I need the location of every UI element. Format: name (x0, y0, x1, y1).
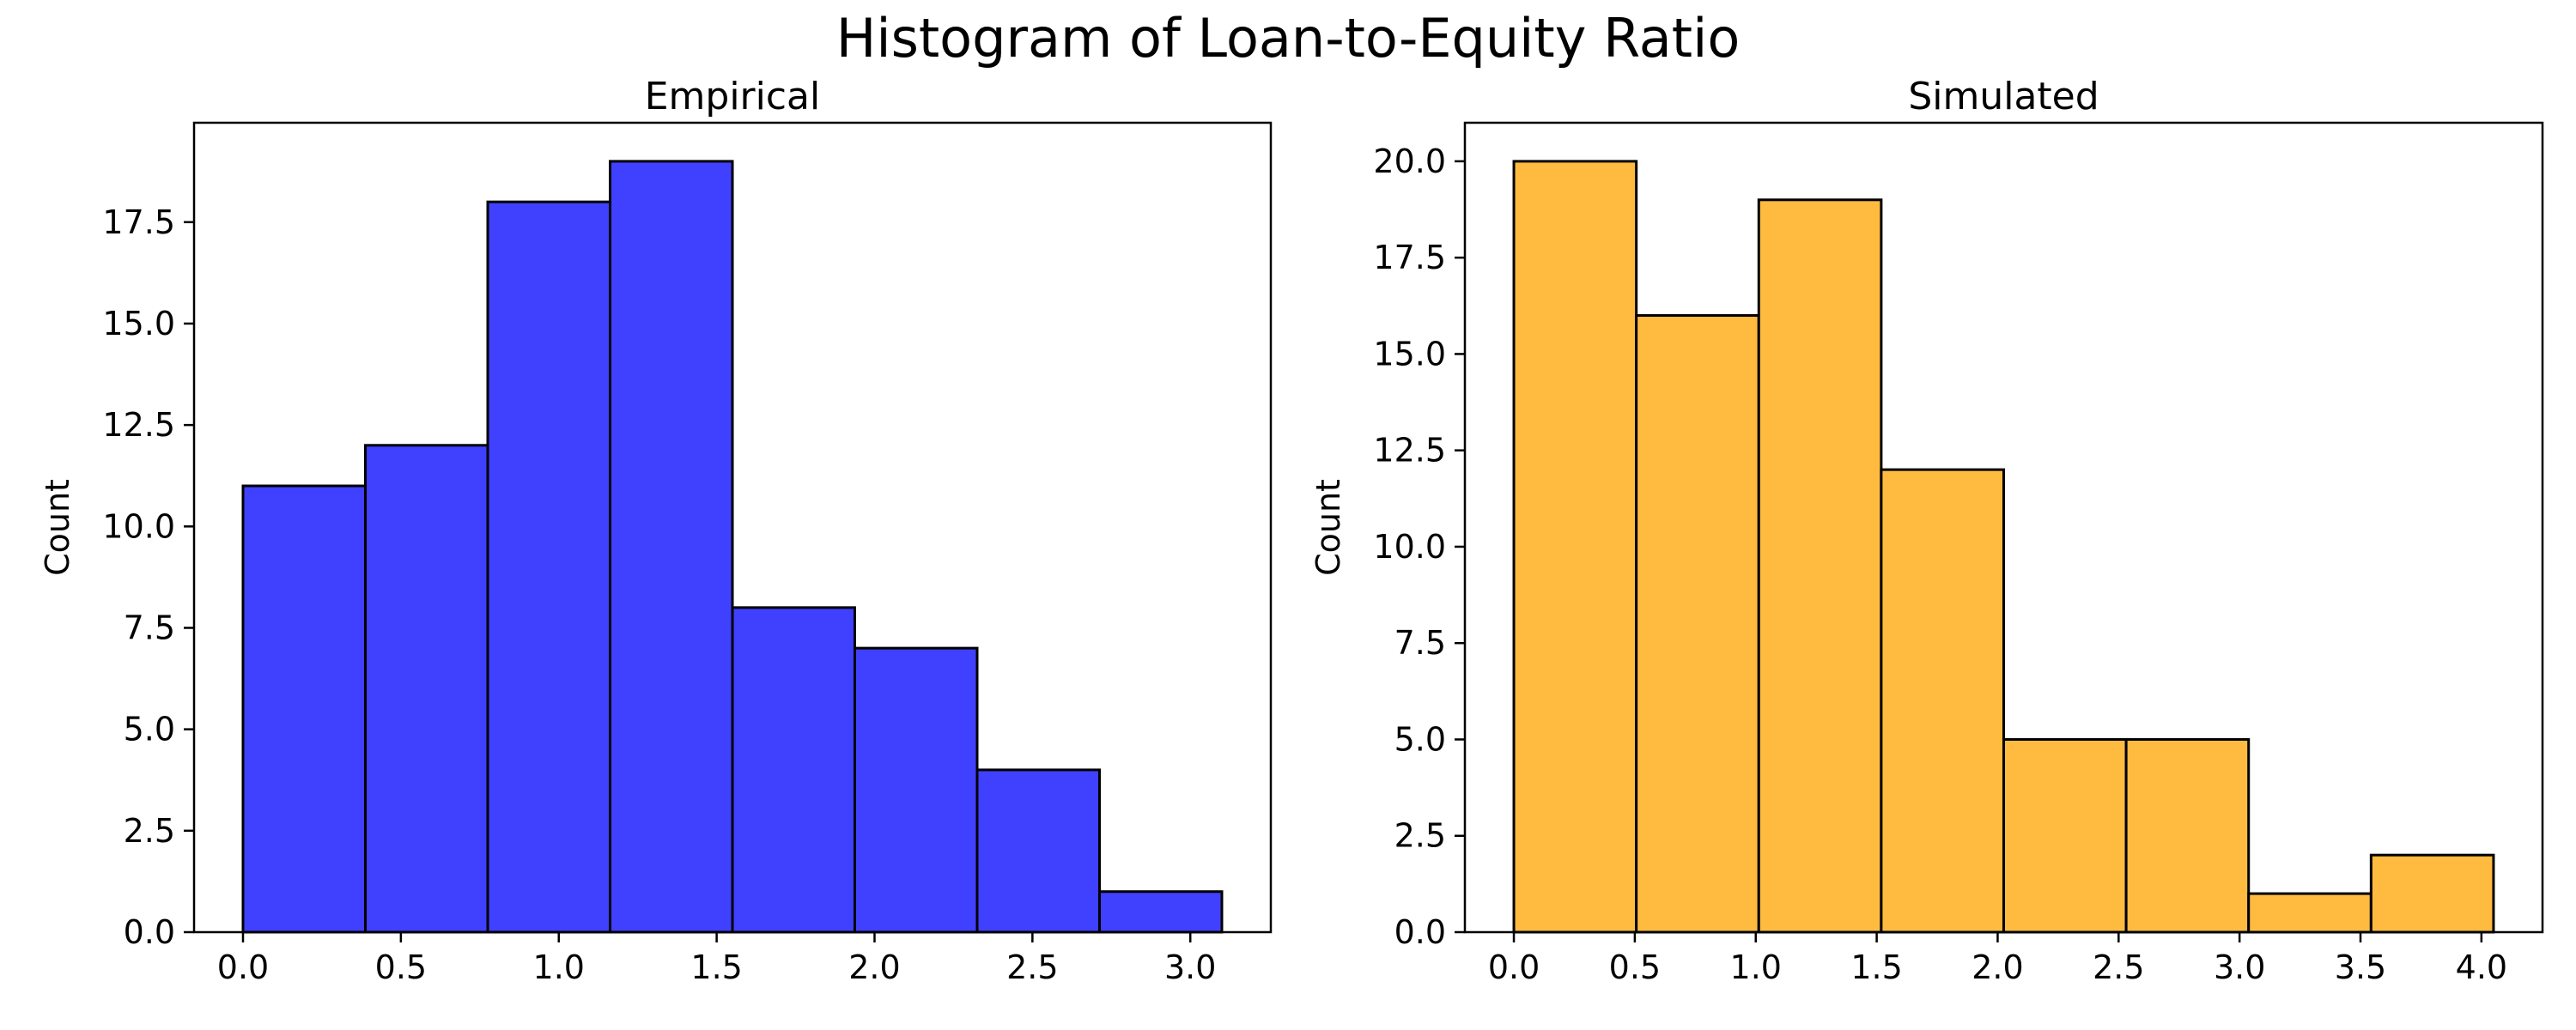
axes-frame (1463, 121, 2544, 934)
figure-title: Histogram of Loan-to-Equity Ratio (835, 7, 1741, 70)
x-tick-label: 0.0 (1488, 948, 1540, 986)
histogram-bar (731, 606, 856, 934)
y-tick-label: 10.0 (1373, 528, 1446, 566)
histogram-bar (364, 444, 489, 934)
y-tick-label: 17.5 (102, 203, 175, 241)
y-tick-label: 17.5 (1373, 239, 1446, 276)
histogram-bar (1635, 314, 1760, 934)
x-tick-label: 4.0 (2456, 948, 2507, 986)
x-tick-label: 1.0 (533, 948, 585, 986)
y-tick-label: 10.0 (102, 507, 175, 545)
x-tick-label: 1.5 (690, 948, 742, 986)
x-tick-label: 2.0 (848, 948, 900, 986)
x-tick-label: 0.0 (217, 948, 269, 986)
histogram-bar (1098, 890, 1224, 934)
x-tick-label: 2.0 (1971, 948, 2023, 986)
histogram-bar (854, 646, 979, 934)
histogram-bar (1757, 198, 1883, 934)
y-tick-label: 12.5 (1373, 432, 1446, 470)
y-tick-label: 20.0 (1373, 142, 1446, 180)
y-tick-label: 0.0 (124, 913, 175, 951)
y-tick-label: 7.5 (1394, 624, 1446, 662)
histogram-bar (2002, 737, 2128, 934)
histogram-bar (1512, 160, 1638, 934)
x-tick-label: 0.5 (375, 948, 427, 986)
histogram-bar (2369, 853, 2495, 934)
y-tick-label: 15.0 (102, 305, 175, 342)
y-tick-label: 0.0 (1394, 913, 1446, 951)
x-tick-label: 3.0 (2214, 948, 2265, 986)
x-tick-label: 2.5 (1006, 948, 1058, 986)
histogram-bar (609, 160, 734, 934)
y-tick-label: 2.5 (1394, 817, 1446, 855)
histogram-bar (241, 484, 367, 934)
y-axis-label: Count (1309, 479, 1347, 576)
y-tick-label: 15.0 (1373, 335, 1446, 373)
x-tick-label: 1.0 (1730, 948, 1782, 986)
chart-title: Simulated (1908, 75, 2099, 118)
y-tick-label: 12.5 (102, 406, 175, 444)
y-tick-label: 2.5 (124, 812, 175, 850)
y-tick-label: 5.0 (124, 711, 175, 748)
x-tick-label: 2.5 (2093, 948, 2144, 986)
y-tick-label: 7.5 (124, 609, 175, 646)
y-tick-label: 5.0 (1394, 720, 1446, 758)
histogram-bar (2247, 892, 2372, 934)
histogram-bar (486, 200, 611, 934)
histogram-bar (975, 768, 1101, 934)
y-axis-label: Count (39, 479, 76, 576)
chart-panel-2: 0.0 0.5 1.0 1.5 2.0 2.5 3.0 3.5 4.0 0.0 2.5 5.0 7.5 1… (1309, 75, 2544, 986)
x-tick-label: 3.0 (1164, 948, 1216, 986)
x-tick-label: 1.5 (1850, 948, 1902, 986)
chart-panel-1: 0.0 0.5 1.0 1.5 2.0 2.5 3.0 0.0 2.5 5.0 7.5 10.0 12.… (39, 75, 1273, 986)
histogram-bar (1880, 468, 2006, 934)
chart-title: Empirical (645, 75, 821, 118)
x-tick-label: 3.5 (2335, 948, 2386, 986)
histogram-bar (2124, 737, 2251, 934)
x-tick-label: 0.5 (1609, 948, 1661, 986)
